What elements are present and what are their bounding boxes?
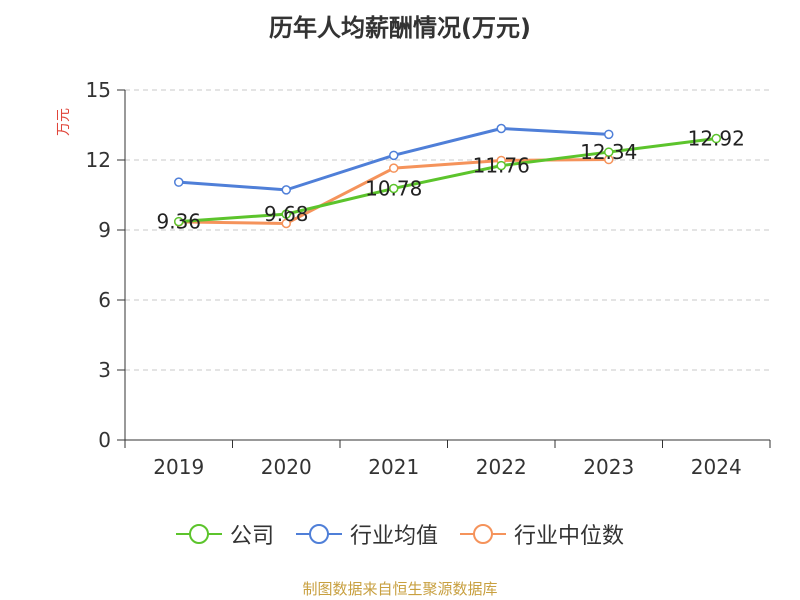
legend-label: 行业均值	[349, 524, 438, 549]
data-point-company	[604, 147, 614, 157]
source-note: 制图数据来自恒生聚源数据库	[302, 580, 498, 598]
x-tick-label: 2020	[261, 455, 312, 479]
data-point-company	[389, 183, 399, 194]
legend-line-marker	[460, 524, 506, 544]
data-label: 12.34	[580, 140, 637, 164]
data-point-industry_median	[281, 218, 291, 229]
data-point-industry_avg	[281, 185, 291, 195]
y-tick-label: 0	[98, 428, 111, 452]
y-tick-label: 3	[98, 358, 111, 382]
y-axis-label: 万元	[56, 108, 72, 136]
data-point-industry_avg	[389, 150, 399, 161]
data-point-company	[496, 160, 506, 171]
data-point-industry_median	[389, 163, 399, 173]
chart-title: 历年人均薪酬情况(万元)	[269, 14, 531, 42]
legend-item[interactable]: 行业中位数	[460, 518, 624, 550]
legend: 公司 行业均值 行业中位数	[0, 518, 800, 550]
data-point-industry_avg	[174, 177, 184, 187]
data-label: 11.76	[473, 154, 530, 178]
data-point-company	[281, 209, 291, 219]
legend-item[interactable]: 公司	[175, 518, 274, 550]
legend-line-marker	[175, 524, 222, 544]
data-label: 9.36	[156, 210, 201, 234]
x-tick-label: 2024	[691, 455, 742, 479]
x-tick-label: 2023	[583, 455, 634, 479]
y-tick-label: 6	[98, 288, 111, 312]
data-point-company	[174, 216, 184, 227]
data-point-industry_avg	[604, 129, 614, 140]
data-point-company	[711, 133, 721, 144]
legend-label: 行业中位数	[514, 524, 625, 549]
x-tick-label: 2021	[368, 455, 419, 479]
data-point-industry_avg	[496, 123, 506, 134]
data-label: 10.78	[365, 176, 422, 200]
data-label: 9.68	[264, 202, 309, 226]
legend-label: 公司	[229, 524, 274, 549]
y-tick-label: 12	[86, 148, 111, 172]
x-tick-label: 2022	[476, 455, 527, 479]
legend-item[interactable]: 行业均值	[295, 518, 438, 550]
x-tick-label: 2019	[153, 455, 204, 479]
y-tick-label: 9	[98, 218, 111, 242]
series-line-company	[178, 137, 717, 224]
legend-line-marker	[295, 524, 342, 544]
y-tick-label: 15	[86, 78, 111, 102]
data-label: 12.92	[688, 127, 745, 151]
